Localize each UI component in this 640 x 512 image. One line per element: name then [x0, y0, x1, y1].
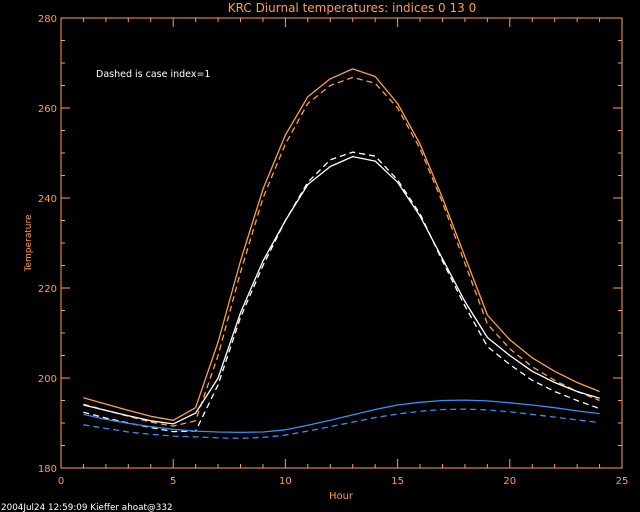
y-tick-label: 200 [38, 374, 57, 385]
footer-timestamp: 2004Jul24 12:59:09 Kieffer ahoat@332 [1, 503, 173, 512]
y-tick-label: 240 [38, 194, 57, 205]
x-axis-label: Hour [329, 491, 354, 502]
x-tick-label: 20 [503, 476, 516, 487]
y-axis-label: Temperature [24, 214, 34, 272]
y-tick-label: 280 [38, 14, 57, 25]
chart-title: KRC Diurnal temperatures: indices 0 13 0 [228, 1, 476, 15]
series-line-2-dashed [83, 76, 600, 427]
y-tick-label: 220 [38, 284, 57, 295]
chart-annotation: Dashed is case index=1 [96, 69, 210, 80]
plot-frame [60, 17, 623, 469]
x-tick-label: 25 [616, 476, 629, 487]
y-tick-label: 180 [38, 464, 57, 475]
y-tick-label: 260 [38, 104, 57, 115]
x-axis-ticks: 0 5 10 15 20 25 [58, 18, 629, 487]
series-layer [83, 68, 600, 439]
series-line-1-solid [83, 68, 600, 421]
y-axis-ticks: 180 200 220 240 260 280 [38, 14, 622, 475]
series-line-4-dashed [83, 151, 600, 433]
x-tick-label: 10 [279, 476, 292, 487]
x-tick-label: 5 [170, 476, 176, 487]
series-line-5-solid [83, 399, 600, 434]
x-tick-label: 15 [391, 476, 404, 487]
series-line-6-dashed [83, 408, 600, 439]
series-line-3-solid [83, 155, 600, 425]
x-tick-label: 0 [58, 476, 64, 487]
